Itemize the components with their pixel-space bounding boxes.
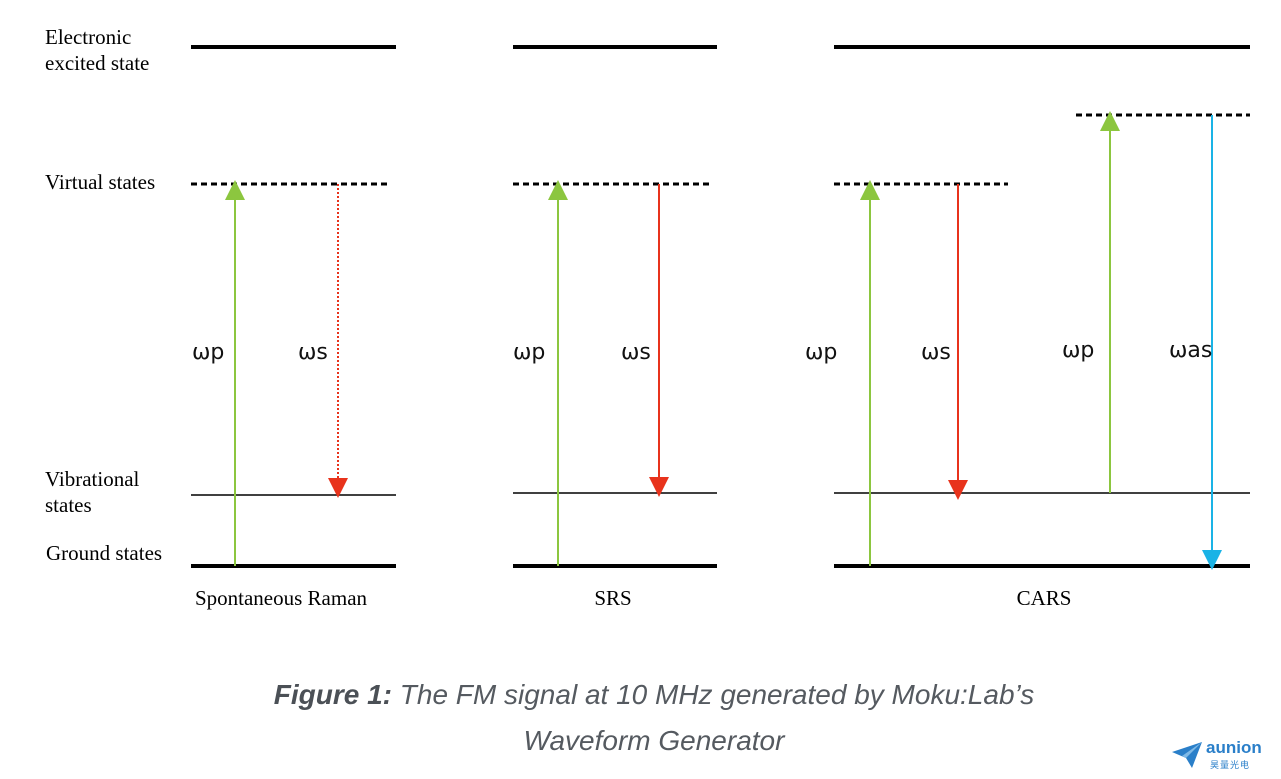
paper-plane-icon bbox=[1172, 742, 1202, 768]
process-label-srs: SRS bbox=[594, 586, 632, 610]
process-label-spontaneous-raman: Spontaneous Raman bbox=[194, 586, 368, 610]
panel-cars: ωp ωs ωp ωas bbox=[805, 45, 1250, 570]
panel-srs: ωp ωs bbox=[513, 45, 717, 568]
caption-line-1: The FM signal at 10 MHz generated by Mok… bbox=[399, 679, 1035, 710]
process-label-cars: CARS bbox=[1016, 586, 1072, 610]
stokes-label: ωs bbox=[921, 340, 951, 365]
electronic-excited-state-label: Electronic excited state bbox=[45, 25, 150, 75]
pump-label: ωp bbox=[192, 340, 224, 365]
logo-subtext: 昊量光电 bbox=[1210, 761, 1251, 771]
ground-states-label: Ground states bbox=[46, 541, 163, 565]
pump-label-1: ωp bbox=[805, 340, 837, 365]
vibrational-states-label: Vibrational states bbox=[45, 467, 140, 517]
aunion-logo: aunion 昊量光电 bbox=[1170, 738, 1274, 774]
stokes-label: ωs bbox=[298, 340, 328, 365]
logo-wordmark: aunion bbox=[1206, 738, 1262, 757]
panel-spontaneous-raman: ωp ωs bbox=[191, 45, 396, 568]
caption-line-2: Waveform Generator bbox=[523, 725, 785, 756]
pump-label-2: ωp bbox=[1062, 338, 1094, 363]
energy-level-diagram: ωp ωs ωp ωs ωp ωs ωp ωas bbox=[191, 45, 1250, 570]
anti-stokes-label: ωas bbox=[1169, 338, 1212, 363]
pump-label: ωp bbox=[513, 340, 545, 365]
caption-figure-number: Figure 1: bbox=[273, 679, 392, 710]
figure-caption: Figure 1: The FM signal at 10 MHz genera… bbox=[0, 672, 1281, 764]
virtual-states-label: Virtual states bbox=[45, 170, 156, 194]
stokes-label: ωs bbox=[621, 340, 651, 365]
